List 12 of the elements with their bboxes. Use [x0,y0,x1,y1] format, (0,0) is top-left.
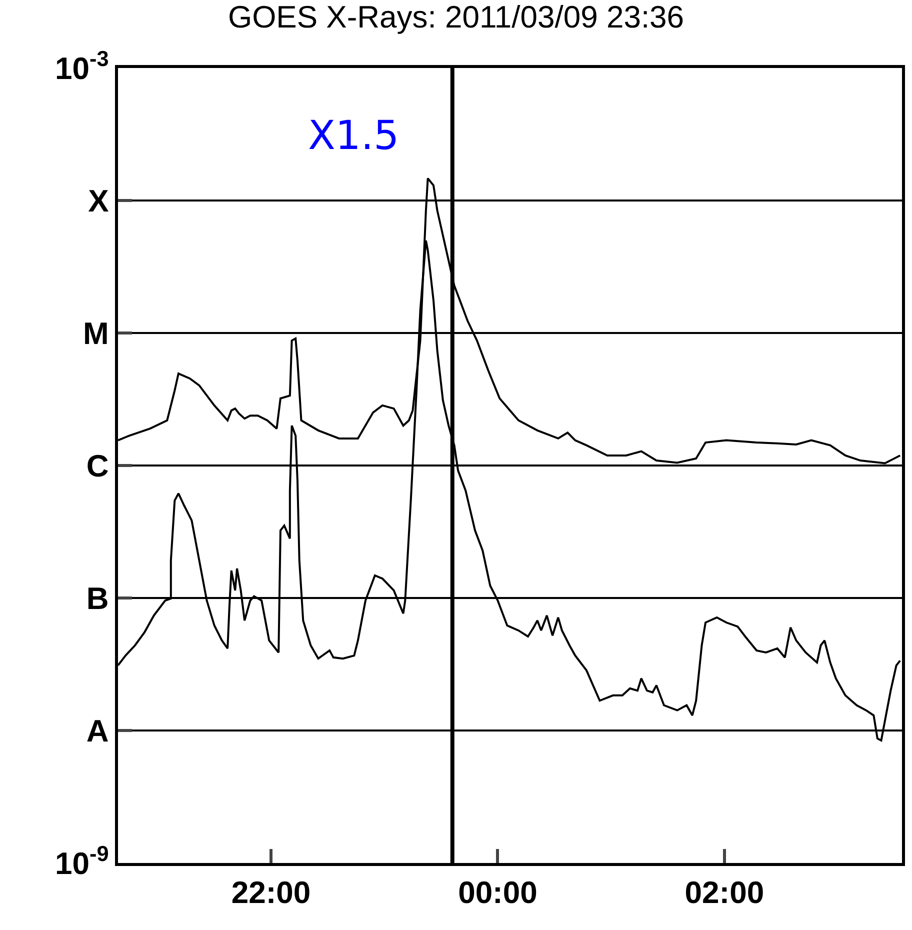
x-tick-label: 00:00 [458,875,538,910]
chart-title: GOES X-Rays: 2011/03/09 23:36 [228,0,684,35]
x-tick-label: 22:00 [231,875,311,910]
y-tick-label: A [86,713,109,748]
annotation: X1.5 [308,113,400,159]
y-tick-label: B [86,580,109,616]
y-tick-label: C [86,448,109,484]
y-tick-label: X [88,183,110,218]
y-tick-label: 10$^{-3}$ [55,46,109,86]
y-tick-label: 10$^{-9}$ [55,840,109,881]
y-tick-label: M [82,316,109,351]
x-tick-label: 02:00 [684,875,764,910]
